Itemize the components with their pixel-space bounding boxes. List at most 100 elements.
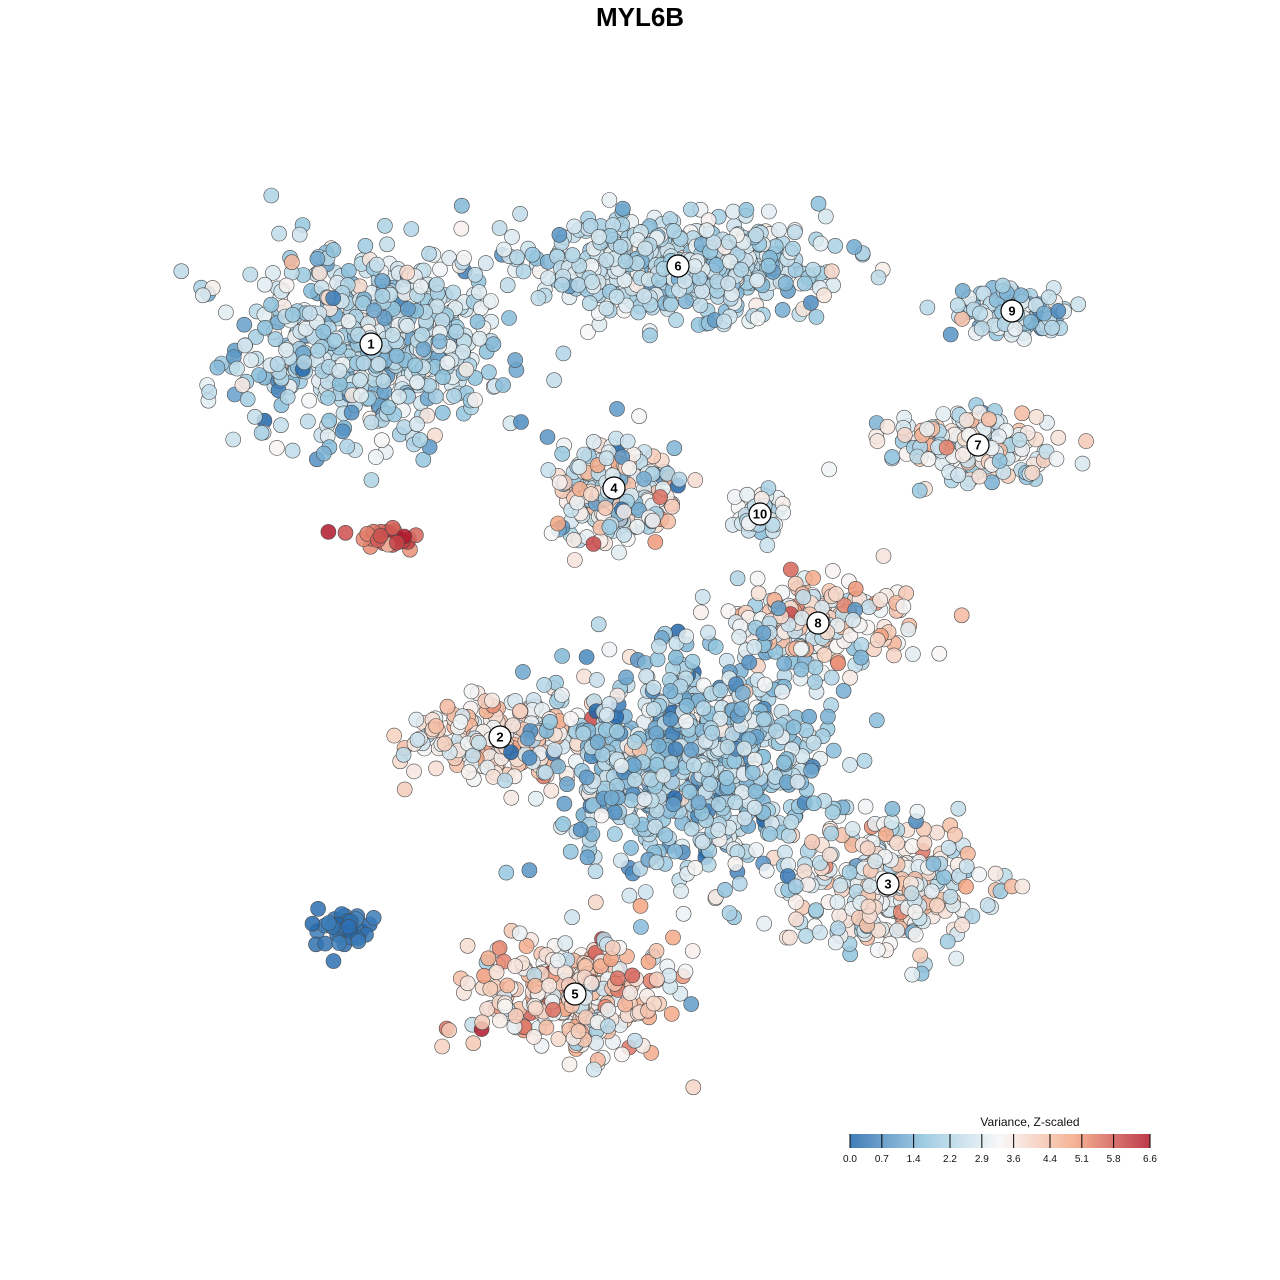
data-point — [720, 603, 737, 620]
data-point — [884, 449, 901, 465]
data-point — [900, 621, 917, 638]
data-point — [832, 877, 849, 894]
data-point — [505, 717, 521, 734]
data-point — [242, 266, 259, 283]
data-point — [683, 742, 700, 758]
data-point — [325, 290, 342, 307]
data-point — [816, 647, 833, 663]
data-point — [655, 767, 672, 784]
data-point — [733, 261, 750, 278]
data-point — [570, 277, 587, 293]
data-point — [725, 203, 742, 220]
data-point — [562, 843, 579, 860]
cluster-label-9: 9 — [1000, 299, 1024, 323]
data-point — [209, 359, 226, 376]
data-point — [384, 519, 401, 536]
data-point — [823, 263, 840, 280]
data-point — [916, 835, 933, 852]
data-point — [842, 669, 858, 686]
data-point — [527, 977, 544, 994]
data-point — [736, 810, 753, 827]
data-point — [581, 295, 598, 312]
data-point — [803, 295, 819, 311]
color-legend: Variance, Z-scaled 0.0 0.7 1.4 2.2 2.9 3.6 4.4… — [843, 1115, 1157, 1165]
data-point — [981, 411, 997, 428]
data-point — [456, 250, 472, 266]
data-point — [685, 1079, 702, 1096]
data-point — [636, 288, 652, 304]
legend-tick-label: 1.4 — [907, 1154, 921, 1165]
data-point — [869, 942, 886, 958]
data-point — [731, 875, 748, 892]
data-point — [317, 935, 334, 952]
data-point — [551, 227, 568, 243]
data-point — [337, 524, 354, 541]
data-point — [453, 220, 470, 237]
data-point — [793, 661, 810, 678]
data-point — [229, 360, 245, 377]
data-point — [375, 373, 392, 390]
data-point — [407, 357, 424, 374]
data-point — [909, 803, 926, 820]
data-point — [958, 412, 975, 428]
data-point — [954, 283, 971, 299]
data-point — [782, 561, 799, 578]
data-point — [611, 544, 627, 561]
data-point — [201, 384, 217, 400]
data-point — [439, 354, 456, 371]
data-point — [480, 950, 497, 967]
data-point — [872, 592, 889, 608]
data-point — [694, 834, 711, 851]
cluster-label-text: 4 — [610, 481, 618, 496]
data-point — [907, 904, 924, 920]
data-point — [807, 674, 823, 690]
data-point — [388, 347, 405, 364]
data-point — [350, 933, 367, 950]
data-point — [820, 708, 836, 725]
data-point — [642, 327, 658, 344]
data-point — [353, 387, 369, 404]
data-point — [601, 519, 618, 535]
data-point — [284, 254, 300, 271]
data-point — [700, 856, 717, 873]
data-point — [391, 388, 407, 405]
data-point — [666, 223, 682, 239]
data-point — [406, 763, 422, 780]
data-point — [583, 975, 600, 991]
data-point — [492, 1012, 508, 1029]
data-point — [954, 917, 970, 933]
data-point — [331, 363, 348, 379]
data-point — [566, 218, 583, 235]
data-point — [718, 770, 735, 786]
data-point — [389, 534, 405, 551]
data-point — [496, 241, 512, 258]
data-point — [512, 206, 528, 222]
data-point — [253, 424, 270, 441]
data-point — [278, 277, 295, 294]
data-point — [662, 711, 679, 728]
data-point — [396, 419, 413, 436]
data-point — [668, 649, 684, 666]
data-point — [543, 782, 560, 799]
data-point — [675, 905, 692, 922]
data-point — [712, 710, 729, 727]
data-point — [896, 427, 913, 443]
data-point — [614, 1046, 630, 1063]
data-point — [776, 754, 792, 771]
data-point — [774, 301, 791, 318]
data-point — [483, 293, 499, 309]
data-point — [311, 265, 328, 281]
data-point — [434, 404, 451, 421]
data-point — [563, 711, 579, 727]
data-point — [757, 676, 773, 693]
legend-tick-label: 6.6 — [1143, 1154, 1157, 1165]
data-point — [458, 361, 475, 378]
data-point — [1023, 314, 1039, 330]
scatter-points — [173, 187, 1094, 1096]
data-point — [1048, 451, 1065, 467]
data-point — [827, 934, 844, 951]
data-point — [503, 789, 520, 806]
data-point — [446, 388, 462, 404]
cluster-label-text: 6 — [674, 259, 681, 274]
data-point — [593, 807, 610, 824]
